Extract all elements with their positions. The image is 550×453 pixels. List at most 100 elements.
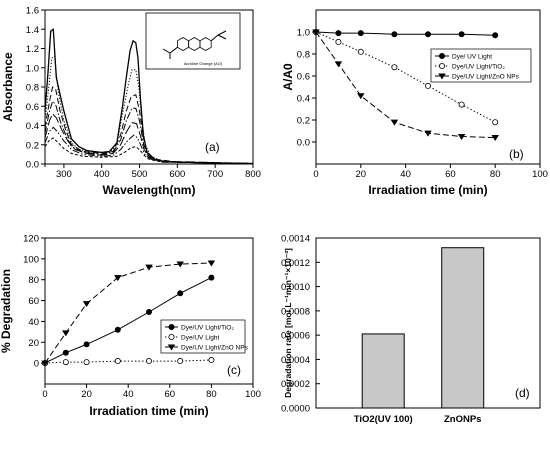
panel-a-x-tick-label: 800 [245, 169, 261, 180]
panel-c-point [177, 358, 184, 365]
panel-d-y-axis-label: Degradation rate [mol L⁻¹min⁻¹×10⁻³] [283, 248, 293, 398]
panel-a-spectrum-line [44, 55, 254, 164]
panel-a-y-tick-label: 1.6 [26, 6, 39, 17]
panel-c-x-axis-label: Irradiation time (min) [89, 404, 208, 418]
panel-d-plot-frame [315, 237, 541, 409]
panel-c-point [114, 275, 122, 282]
panel-b-legend-label: Dye/UV Light/ZnO NPs [452, 73, 520, 80]
panel-b-legend-label: Dye/UV Light/TiO₂ [452, 63, 505, 70]
panel-a-y-tick-label: 0.2 [26, 140, 39, 151]
panel-a-label: (a) [205, 140, 220, 154]
panel-b-point [458, 31, 465, 38]
panel-c-point [176, 261, 184, 268]
panel-a-y-tick-label: 1.0 [26, 63, 39, 74]
panel-a-y-tick-label: 1.2 [26, 44, 39, 55]
panel-a-spectrum-line [44, 137, 254, 164]
panel-a-spectrum-line [44, 86, 254, 164]
panel-a-inset-bond [162, 48, 171, 54]
panel-b-point [491, 135, 499, 142]
panel-b-point [424, 82, 431, 89]
panel-c-point [62, 330, 70, 337]
panel-c-series-line [44, 359, 212, 364]
panel-d-y-tick-label: 0.0006 [281, 331, 310, 342]
panel-a-x-axis-label: Wavelength(nm) [103, 183, 196, 197]
panel-b-plot-frame [315, 9, 541, 165]
panel-c-legend-point [168, 323, 175, 330]
panel-c-label: (c) [227, 363, 241, 377]
panel-c-point [207, 260, 216, 267]
panel-c-x-tick-label: 60 [165, 389, 176, 400]
panel-b-point [391, 64, 398, 71]
panel-c-point [83, 341, 90, 348]
panel-c-legend-label: Dye/UV Light [181, 334, 219, 341]
panel-a-x-tick-label: 600 [169, 169, 185, 180]
panel-d-y-tick-label: 0.0014 [281, 234, 310, 245]
panel-a-inset-bond [210, 34, 219, 42]
panel-c-y-tick-label: 0 [34, 359, 39, 370]
panel-d-y-tick-label: 0.0000 [281, 404, 310, 415]
panel-d-y-tick-label: 0.0008 [281, 306, 310, 317]
panel-b-y-axis-label: A/A0 [281, 63, 295, 91]
panel-b-y-tick-label: 0.6 [297, 72, 310, 83]
panel-b-point [357, 30, 364, 37]
panel-b-y-tick-label: 1.0 [297, 28, 310, 39]
panel-c-point [82, 301, 91, 308]
panel-b-point [357, 93, 365, 100]
panel-b-legend-point [438, 53, 445, 60]
panel-b-legend-point [438, 63, 445, 70]
panel-a-inset-caption: Acridine Orange (AO) [184, 61, 223, 66]
panel-d-y-tick-label: 0.0002 [281, 379, 310, 390]
panel-b-point [492, 32, 499, 39]
panel-a-inset-bond [169, 46, 178, 54]
panel-b-legend-point [438, 73, 446, 80]
panel-b-point [312, 29, 320, 36]
panel-b-y-tick-label: 0.0 [297, 138, 310, 149]
panel-c-x-tick-label: 100 [245, 389, 261, 400]
panel-c-x-tick-label: 40 [123, 389, 134, 400]
panel-d-y-tick-label: 0.0010 [281, 282, 310, 293]
panel-c-point [208, 357, 215, 364]
panel-a-y-tick-label: 1.4 [26, 25, 39, 36]
panel-b-x-tick-label: 40 [400, 169, 411, 180]
panel-c-legend-point [167, 344, 176, 351]
panel-c-point [114, 358, 121, 365]
panel-c-point [62, 349, 69, 356]
panel-b-point [492, 119, 499, 126]
panel-b-point [424, 31, 431, 38]
panel-d-category-label: ZnONPs [444, 414, 481, 425]
panel-b-point [457, 133, 466, 140]
panel-d-label: (d) [515, 386, 530, 400]
panel-b-series-line [315, 31, 496, 139]
panel-a-inset-bond [217, 34, 227, 40]
panel-c-y-tick-label: 60 [28, 296, 39, 307]
panel-d-y-tick-label: 0.0012 [281, 258, 310, 269]
panel-c-point [114, 326, 121, 333]
panel-c-point [145, 358, 152, 365]
panel-a-y-tick-label: 0.6 [26, 102, 39, 113]
panel-b-y-tick-label: 0.8 [297, 50, 310, 61]
panel-b-point [458, 101, 465, 108]
panel-a-spectrum-line [44, 126, 254, 164]
panel-a-inset-box [145, 12, 241, 70]
panel-a-x-tick-label: 400 [94, 169, 110, 180]
panel-a-x-tick-label: 300 [56, 169, 72, 180]
panel-d-bar [441, 247, 485, 409]
panel-c-point [62, 359, 69, 366]
panel-b-x-tick-label: 0 [313, 169, 318, 180]
panel-c-point [145, 309, 152, 316]
panel-b-y-tick-label: 0.2 [297, 116, 310, 127]
panel-c-y-tick-label: 100 [23, 254, 39, 265]
panel-c-y-tick-label: 40 [28, 317, 39, 328]
panel-b-point [334, 61, 343, 68]
panel-b-x-tick-label: 60 [445, 169, 456, 180]
panel-b-x-tick-label: 100 [532, 169, 548, 180]
panel-a-spectrum-line [44, 100, 254, 164]
panel-c-point [208, 274, 215, 281]
panel-c-legend-label: Dye/UV Light/TiO₂ [181, 324, 234, 331]
panel-c-point [177, 290, 184, 297]
panel-b-x-tick-label: 20 [356, 169, 367, 180]
panel-b-x-axis-label: Irradiation time (min) [368, 183, 487, 197]
panel-c-y-axis-label: % Degradation [0, 269, 13, 353]
panel-b-legend-label: Dye/ UV Light [452, 53, 492, 60]
